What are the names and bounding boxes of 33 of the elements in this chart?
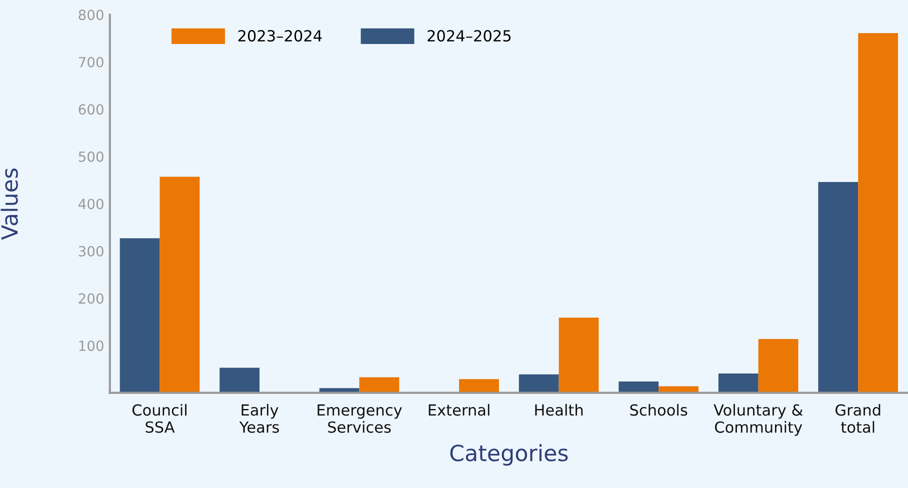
bar bbox=[858, 33, 898, 393]
x-tick-label: Council SSA bbox=[132, 404, 186, 433]
y-tick-label: 100 bbox=[79, 340, 104, 352]
x-tick-label: Emergency Services bbox=[318, 404, 402, 433]
x-tick-label: Early Years bbox=[239, 404, 279, 433]
y-tick-label: 200 bbox=[78, 293, 104, 304]
bar bbox=[558, 318, 599, 393]
bar bbox=[459, 379, 499, 393]
bar bbox=[618, 381, 659, 393]
y-tick-label: 800 bbox=[78, 10, 104, 20]
bar bbox=[220, 368, 260, 393]
bar bbox=[718, 373, 758, 393]
bar bbox=[120, 238, 160, 393]
y-tick-label: 600 bbox=[78, 104, 104, 115]
y-axis-title: Values bbox=[0, 168, 18, 240]
x-tick-label: External bbox=[428, 404, 490, 416]
bar bbox=[160, 176, 200, 393]
x-tick-label: Voluntary & Community bbox=[714, 404, 803, 436]
x-axis-title: Categories bbox=[450, 444, 568, 466]
bar bbox=[758, 338, 798, 393]
bar bbox=[518, 374, 559, 393]
bar bbox=[818, 182, 858, 393]
bar bbox=[658, 386, 698, 393]
y-tick-label: 300 bbox=[78, 246, 104, 256]
legend-label: 2023–2024 bbox=[238, 30, 322, 42]
bar bbox=[359, 377, 400, 393]
y-tick-label: 400 bbox=[78, 198, 104, 210]
y-tick-label: 500 bbox=[78, 151, 104, 162]
y-tick-label: 700 bbox=[78, 56, 104, 68]
x-tick-label: Schools bbox=[630, 404, 688, 416]
x-tick-label: Health bbox=[535, 404, 583, 416]
x-tick-label: Grand total bbox=[836, 404, 880, 433]
legend-label: 2024–2025 bbox=[428, 30, 511, 42]
